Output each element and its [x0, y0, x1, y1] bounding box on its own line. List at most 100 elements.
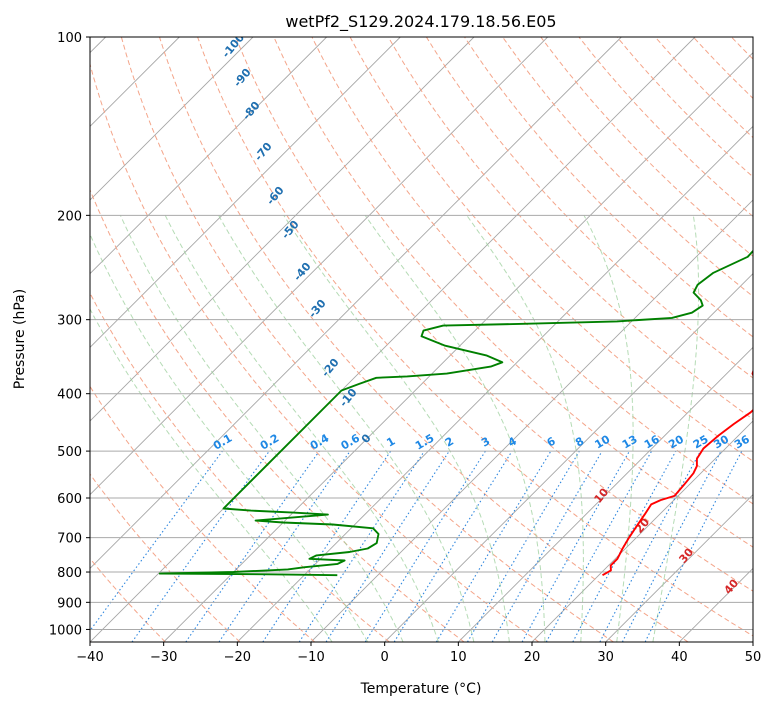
y-tick-label: 200	[57, 209, 82, 224]
moist-adiabat-line	[652, 215, 700, 642]
dry-adiabat-line	[159, 37, 689, 642]
mixing-ratio-label: 25	[691, 433, 711, 452]
mixing-ratio-line	[262, 450, 392, 642]
isotherm-line	[384, 273, 753, 642]
mixing-ratio-label: 6	[545, 434, 558, 449]
dry-adiabat-line	[387, 37, 753, 420]
moist-adiabat-label: 40	[721, 576, 741, 596]
isotherm-line	[90, 37, 475, 422]
isotherm-line	[90, 37, 327, 275]
moist-adiabat-label: 30	[676, 545, 696, 565]
mixing-ratio-label: 0.2	[258, 432, 281, 453]
moist-adiabat-line	[164, 215, 439, 642]
mixing-ratio-label: 30	[711, 432, 731, 451]
profile-line	[602, 368, 753, 577]
dry-adiabat-line	[90, 385, 316, 642]
sounding-profiles	[158, 249, 753, 577]
mixing-ratio-line	[131, 450, 270, 642]
dry-adiabat-label: -60	[264, 184, 287, 208]
x-tick-label: 0	[381, 650, 389, 665]
y-tick-label: 1000	[49, 623, 82, 638]
isotherm-line	[237, 125, 753, 642]
y-tick-label: 900	[57, 596, 82, 611]
mixing-ratio-line	[393, 450, 513, 642]
isotherm-line	[90, 37, 548, 496]
moist-adiabat-line	[283, 215, 510, 642]
profile-line	[158, 249, 753, 577]
mixing-ratio-line	[298, 450, 425, 642]
isotherm-line	[90, 37, 401, 348]
mixing-ratio-line	[572, 450, 677, 642]
mixing-ratio-line	[90, 450, 223, 632]
dry-adiabat-line	[273, 37, 753, 548]
mixing-ratio-label: 20	[666, 432, 686, 451]
moist-adiabat-line	[218, 215, 475, 642]
dry-adiabat-label: -70	[252, 140, 275, 164]
chart-title: wetPf2_S129.2024.179.18.56.E05	[285, 12, 556, 32]
dry-adiabat-label: -10	[337, 386, 360, 410]
mixing-ratio-label: 2	[443, 435, 456, 450]
dry-adiabat-line	[540, 37, 753, 257]
moist-adiabat-line	[90, 308, 333, 642]
isotherm-line	[752, 641, 753, 642]
dry-adiabat-line	[425, 37, 753, 379]
x-tick-label: −30	[150, 650, 177, 665]
mixing-ratio-label: 1.5	[413, 432, 436, 453]
mixing-ratio-label: 0.1	[211, 432, 234, 453]
mixing-ratio-line	[521, 450, 630, 642]
moist-adiabat-line	[583, 215, 634, 642]
x-tick-label: 10	[450, 650, 467, 665]
dry-adiabat-label: -50	[279, 218, 302, 242]
dry-adiabat-label: -40	[291, 260, 314, 284]
mixing-ratio-label: 3	[479, 435, 492, 450]
dry-adiabat-line	[311, 37, 753, 505]
y-tick-label: 700	[57, 532, 82, 547]
mixing-ratio-line	[325, 450, 450, 642]
mixing-ratio-label: 13	[620, 433, 640, 452]
dry-adiabat-label: -80	[240, 99, 263, 123]
x-axis-ticks: −40 −30 −20 −10 0 10 20 30 40 50	[76, 642, 761, 665]
background-lines	[90, 37, 775, 642]
plot-frame	[89, 36, 754, 643]
isotherm-line	[605, 494, 753, 642]
dry-adiabat-line	[197, 37, 753, 637]
dry-adiabat-line	[578, 37, 753, 218]
x-axis-label: Temperature (°C)	[360, 681, 482, 697]
x-tick-label: 30	[597, 650, 614, 665]
mixing-ratio-label: 0.4	[308, 431, 332, 452]
isotherm-line	[310, 199, 753, 642]
dry-adiabat-label: -20	[319, 356, 342, 380]
moist-adiabat-line	[466, 215, 584, 642]
dry-adiabat-line	[616, 37, 753, 178]
mixing-ratio-label: 10	[593, 432, 613, 451]
mixing-ratio-line	[644, 450, 743, 642]
x-tick-label: −10	[297, 650, 324, 665]
x-tick-label: 40	[671, 650, 688, 665]
mixing-ratio-line	[218, 450, 351, 642]
dry-adiabat-line	[770, 37, 775, 642]
dry-adiabat-line	[692, 37, 753, 99]
isotherm-line	[90, 37, 696, 642]
mixing-ratio-label: 4	[506, 434, 519, 449]
y-tick-label: 300	[57, 314, 82, 329]
dry-adiabat-line	[349, 37, 753, 462]
isotherm-line	[679, 567, 753, 642]
mixing-ratio-label: 1	[384, 435, 397, 450]
mixing-ratio-line	[364, 450, 486, 642]
dry-adiabat-line	[464, 37, 753, 338]
y-axis-label: Pressure (hPa)	[12, 289, 28, 389]
dry-adiabat-line	[654, 37, 753, 139]
dry-adiabat-line	[90, 62, 540, 642]
y-tick-label: 600	[57, 492, 82, 507]
isotherm-line	[163, 52, 753, 642]
isotherm-line	[90, 37, 254, 201]
isobar-gridlines	[90, 37, 753, 630]
y-axis-ticks: 100 200 300 400 500 600 700 800 900 1000	[49, 31, 90, 638]
y-tick-label: 800	[57, 566, 82, 581]
mixing-ratio-label: 16	[642, 432, 662, 451]
mixing-ratio-line	[621, 450, 722, 642]
x-tick-label: 50	[745, 650, 762, 665]
dry-adiabat-label: -30	[306, 297, 329, 321]
y-tick-label: 500	[57, 445, 82, 460]
